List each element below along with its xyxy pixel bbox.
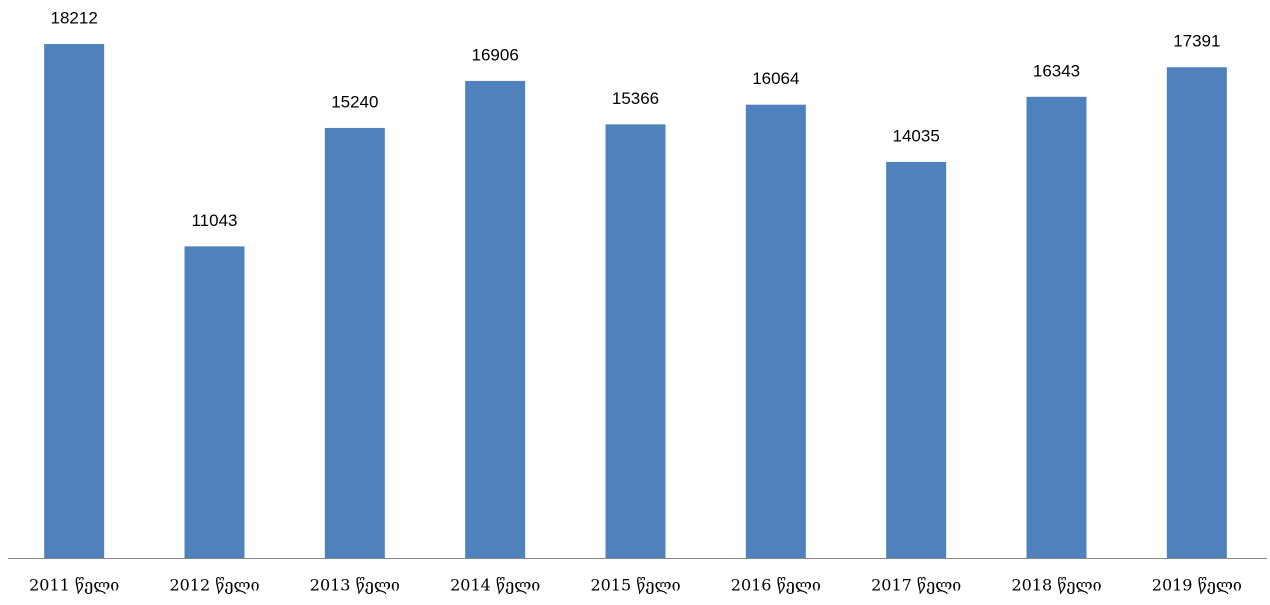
x-tick-label: 2019 წელი	[1152, 576, 1242, 595]
bar	[184, 246, 245, 558]
bar	[1026, 96, 1087, 558]
x-tick-label: 2017 წელი	[871, 576, 961, 595]
x-tick-label: 2016 წელი	[731, 576, 821, 595]
value-label: 15366	[612, 89, 659, 108]
value-label: 14035	[893, 126, 940, 145]
bar	[886, 161, 947, 558]
value-label: 17391	[1173, 32, 1220, 51]
value-label: 16064	[752, 69, 799, 88]
x-tick-label: 2015 წელი	[590, 576, 680, 595]
value-label: 18212	[51, 9, 98, 28]
value-label: 15240	[331, 92, 378, 111]
bar	[324, 127, 385, 559]
value-label: 16343	[1033, 61, 1080, 80]
x-tick-label: 2014 წელი	[450, 576, 540, 595]
x-tick-label: 2013 წელი	[310, 576, 400, 595]
x-tick-label: 2011 წელი	[29, 576, 119, 595]
bar	[1166, 67, 1227, 558]
x-tick-label: 2018 წელი	[1011, 576, 1101, 595]
value-label: 16906	[472, 45, 519, 64]
x-tick-label: 2012 წელი	[169, 576, 259, 595]
bar	[465, 80, 526, 558]
bar	[605, 124, 666, 558]
value-label: 11043	[191, 211, 237, 230]
bar	[745, 104, 806, 558]
bar	[44, 44, 105, 558]
